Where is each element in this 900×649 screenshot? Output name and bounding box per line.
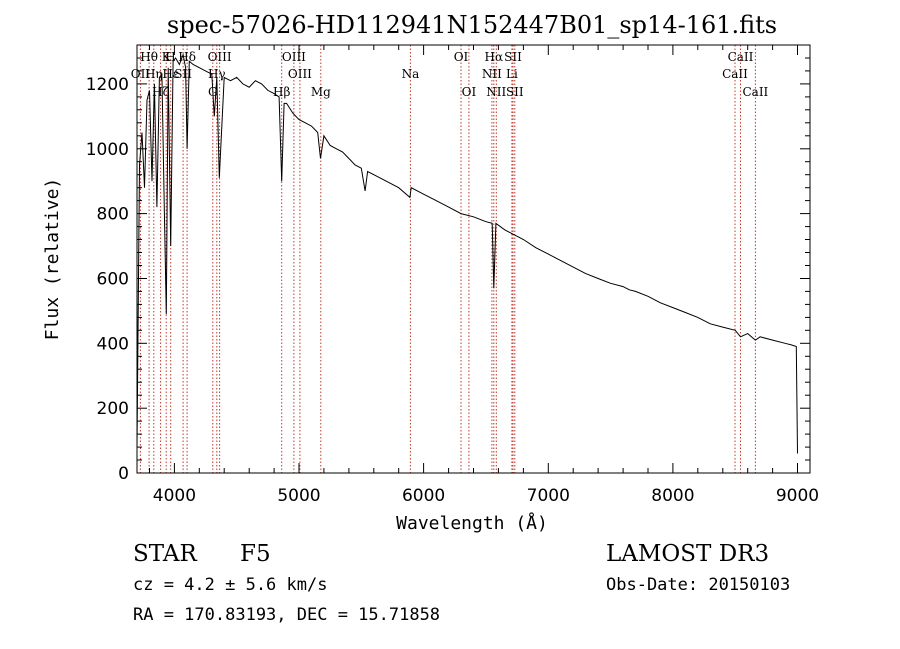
x-tick-label-5: 9000 xyxy=(776,486,819,506)
line-label-9: OIII xyxy=(208,50,232,64)
line-label-2: Hη xyxy=(145,67,163,81)
y-tick-label-6: 1200 xyxy=(86,75,129,95)
line-label-14: OIII xyxy=(288,67,312,81)
line-label-25: CaII xyxy=(728,50,754,64)
object-class: STAR xyxy=(133,541,197,567)
y-axis-label: Flux (relative) xyxy=(42,178,63,341)
line-label-0: Hθ xyxy=(140,50,158,64)
observation-date: Obs-Date: 20150103 xyxy=(606,575,790,595)
line-label-7: SII xyxy=(174,67,192,81)
x-tick-label-1: 5000 xyxy=(277,486,320,506)
x-axis: 4000 5000 6000 7000 8000 9000 xyxy=(149,45,819,506)
line-label-23: Li xyxy=(506,67,518,81)
x-axis-label: Wavelength (Å) xyxy=(396,512,548,534)
spectrum-line xyxy=(136,52,798,454)
line-label-26: CaII xyxy=(722,67,748,81)
line-label-4: Hε xyxy=(162,67,179,81)
object-subclass: F5 xyxy=(240,541,271,567)
redshift-cz: cz = 4.2 ± 5.6 km/s xyxy=(133,575,327,595)
line-label-12: Hβ xyxy=(273,85,290,99)
line-label-17: OI xyxy=(454,50,469,64)
line-label-24: SII xyxy=(506,85,524,99)
y-tick-label-5: 1000 xyxy=(86,140,129,160)
x-tick-label-4: 8000 xyxy=(651,486,694,506)
x-tick-label-2: 6000 xyxy=(402,486,445,506)
line-label-27: CaII xyxy=(742,85,768,99)
line-label-19: Hα xyxy=(485,50,504,64)
y-tick-label-1: 200 xyxy=(97,399,129,419)
survey-name: LAMOST DR3 xyxy=(606,541,769,567)
line-label-22: SII xyxy=(504,50,522,64)
line-label-21: NII xyxy=(486,85,506,99)
y-axis: 0 200 400 600 800 1000 1200 xyxy=(86,57,810,484)
y-tick-label-3: 600 xyxy=(97,270,129,290)
line-label-5: K xyxy=(162,50,172,64)
chart-title: spec-57026-HD112941N152447B01_sp14-161.f… xyxy=(167,11,777,39)
y-tick-label-0: 0 xyxy=(118,464,129,484)
line-label-16: Na xyxy=(402,67,420,81)
line-label-6: H xyxy=(165,50,175,64)
x-tick-label-3: 7000 xyxy=(527,486,570,506)
line-label-8: Hδ xyxy=(178,50,196,64)
x-tick-label-0: 4000 xyxy=(153,486,196,506)
y-tick-label-4: 800 xyxy=(97,205,129,225)
line-label-13: OIII xyxy=(282,50,306,64)
line-label-18: OI xyxy=(462,85,477,99)
line-markers xyxy=(139,45,756,473)
plot-frame xyxy=(136,44,811,474)
line-label-3: Hζ xyxy=(152,85,169,99)
coordinates: RA = 170.83193, DEC = 15.71858 xyxy=(133,605,440,625)
line-label-20: NII xyxy=(482,67,502,81)
line-label-15: Mg xyxy=(311,85,331,99)
y-tick-label-2: 400 xyxy=(97,334,129,354)
line-label-1: OII xyxy=(131,67,151,81)
